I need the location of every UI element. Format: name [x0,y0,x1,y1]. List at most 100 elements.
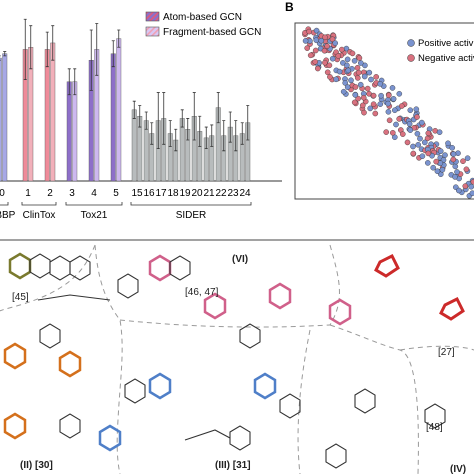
tick-label-20: 20 [191,188,203,199]
error-bar-4-atom [89,29,93,91]
bar-2-atom [44,49,50,182]
scatter-point-positive [313,37,320,44]
scatter-point-positive [351,58,358,64]
scatter-point-positive [336,68,343,75]
molecule-frame [0,239,474,241]
legend-swatch-fragment [145,26,160,37]
scatter-point-positive [454,169,460,175]
error-bar-20-atom [192,92,196,141]
scatter-point-negative [360,94,367,101]
molecule-sketches [3,252,465,469]
tick-label-23: 23 [227,188,239,199]
scatter-point-positive [368,76,374,83]
tick-label-16: 16 [143,188,155,199]
legend-dot-negative [407,54,415,62]
scatter-point-negative [383,129,390,135]
legend-label-positive: Positive activ [418,38,474,49]
bar-2-fragment [50,42,56,182]
tick-label-0: 0 [0,188,5,199]
error-bar-1-fragment [29,25,33,70]
scatter-point-positive [419,153,426,159]
scatter-point-negative [335,53,342,59]
error-bar-17-fragment [162,92,166,145]
error-bar-0-fragment [3,51,7,57]
scatter-point-positive [407,127,414,133]
error-bar-22-atom [216,92,220,124]
cluster-boundaries [0,244,474,474]
scatter-point-negative [324,43,330,49]
scatter-points [302,26,474,199]
ref-vi: (VI) [232,254,248,265]
legend-dot-positive [407,39,415,47]
scatter-point-positive [329,55,336,62]
scatter-point-positive [389,85,396,91]
scatter-point-positive [361,73,368,80]
ref-iv: (IV) [450,464,466,474]
scatter-legend: Positive activ Negative activ [407,38,474,64]
bar-19-atom [179,118,185,182]
error-bar-24-fragment [246,105,250,141]
error-bar-19-atom [180,109,184,128]
scatter-point-positive [442,152,448,158]
tick-label-18: 18 [167,188,179,199]
scatter-point-negative [450,156,457,163]
scatter-point-positive [345,67,352,74]
error-bar-24-atom [240,122,244,145]
group-label-sider: SIDER [176,210,207,221]
scatter-point-negative [425,150,432,157]
scatter-point-positive [340,60,346,66]
scatter-point-positive [318,37,325,44]
scatter-point-negative [322,34,328,41]
error-bar-5-fragment [117,29,121,48]
bar-5-fragment [116,38,122,182]
scatter-point-negative [373,74,380,80]
scatter-point-positive [413,106,420,112]
scatter-point-positive [377,81,384,87]
scatter-point-positive [385,100,391,107]
scatter-point-negative [410,150,417,157]
tick-label-1: 1 [25,188,31,199]
tick-labels-layer: 0 1 2 3 4 5 15 16 17 18 19 20 21 22 23 24 [0,188,251,199]
scatter-point-positive [348,77,354,84]
scatter-point-negative [463,166,470,173]
error-bar-3-atom [67,68,71,96]
scatter-point-negative [354,75,361,81]
scatter-point-negative [425,130,432,136]
error-bar-4-fragment [95,23,99,76]
scatter-point-positive [414,130,421,137]
error-bar-19-fragment [186,118,190,141]
scatter-point-negative [312,59,319,65]
scatter-point-positive [421,139,428,146]
error-bar-21-atom [204,126,208,150]
scatter-point-negative [351,99,358,106]
scatter-point-negative [364,85,371,92]
error-bar-1-atom [23,18,27,81]
scatter-point-positive [340,88,347,95]
scatter-point-positive [377,101,384,107]
error-bar-2-fragment [51,25,55,61]
scatter-point-positive [418,119,425,126]
scatter-point-positive [452,174,458,180]
error-bar-15-atom [132,100,136,119]
tick-label-15: 15 [131,188,143,199]
scatter-point-negative [462,183,469,189]
scatter-point-positive [469,190,474,196]
ref-46-47: [46, 47] [185,287,219,298]
scatter-point-positive [436,129,443,135]
bar-3-atom [66,81,72,182]
scatter-point-negative [396,116,403,122]
scatter-point-positive [439,166,446,173]
scatter-point-positive [313,27,320,34]
scatter-point-positive [452,163,459,170]
scatter-point-negative [460,158,466,164]
tick-label-3: 3 [69,188,75,199]
scatter-point-negative [370,101,377,107]
scatter-point-negative [372,110,379,117]
panel-b-label: B [285,0,294,14]
group-bracket-clintox [21,202,57,206]
scatter-point-positive [391,107,398,113]
tick-label-24: 24 [239,188,251,199]
group-label-bbbp: BBBP [0,210,16,221]
